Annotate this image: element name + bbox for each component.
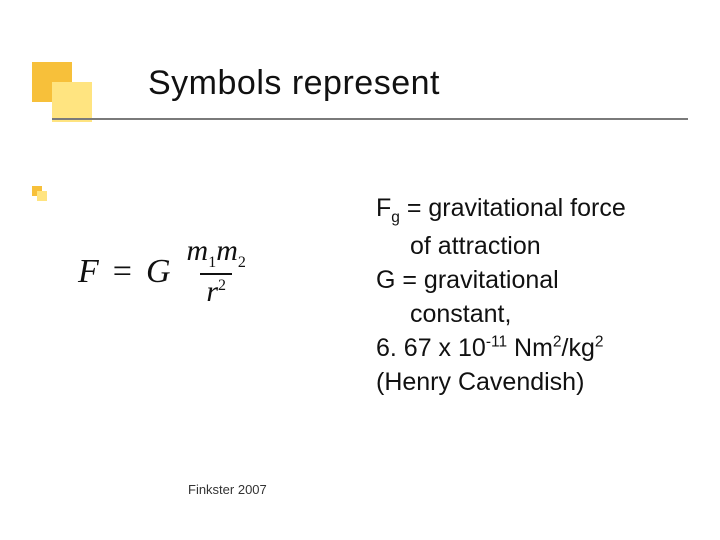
body-l5-sup3: 2: [595, 334, 604, 351]
num-sub1: 1: [208, 254, 216, 271]
num-m2: m: [216, 234, 238, 267]
formula-fraction: m1m2 r2: [181, 236, 252, 307]
body-l1-sub: g: [391, 209, 400, 226]
body-l1-pre: F: [376, 194, 391, 222]
body-line-6: (Henry Cavendish): [376, 366, 696, 398]
formula-block: F = G m1m2 r2: [78, 236, 252, 307]
formula-denominator: r2: [200, 273, 232, 307]
body-line-1: Fg = gravitational force: [376, 192, 696, 228]
accent-square-small-front: [37, 191, 47, 201]
body-line-5: 6. 67 x 10-11 Nm2/kg2: [376, 332, 696, 364]
num-m1: m: [187, 234, 209, 267]
footer-text: Finkster 2007: [188, 482, 267, 497]
body-line-4: constant,: [376, 298, 696, 330]
body-line-2: of attraction: [376, 230, 696, 262]
body-l5-sup1: -11: [486, 334, 507, 351]
body-l5-mid: Nm: [507, 334, 553, 362]
body-l5-sup2: 2: [553, 334, 562, 351]
formula-numerator: m1m2: [181, 236, 252, 273]
formula-G: G: [146, 253, 171, 291]
accent-square-large-front: [52, 82, 92, 122]
formula-equals: =: [109, 253, 136, 291]
num-sub2: 2: [238, 254, 246, 271]
den-exp: 2: [218, 277, 226, 294]
body-l5-mid2: /kg: [562, 334, 595, 362]
body-text: Fg = gravitational force of attraction G…: [376, 192, 696, 400]
slide-title: Symbols represent: [148, 64, 440, 103]
den-r: r: [206, 275, 218, 308]
title-underline: [52, 118, 688, 120]
body-l1-post: = gravitational force: [400, 194, 626, 222]
body-l5-pre: 6. 67 x 10: [376, 334, 486, 362]
body-line-3: G = gravitational: [376, 264, 696, 296]
formula-lhs: F: [78, 253, 99, 291]
